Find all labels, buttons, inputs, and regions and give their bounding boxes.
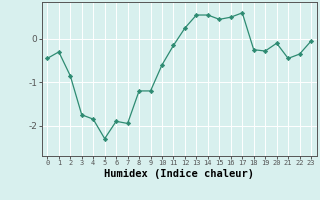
X-axis label: Humidex (Indice chaleur): Humidex (Indice chaleur): [104, 169, 254, 179]
